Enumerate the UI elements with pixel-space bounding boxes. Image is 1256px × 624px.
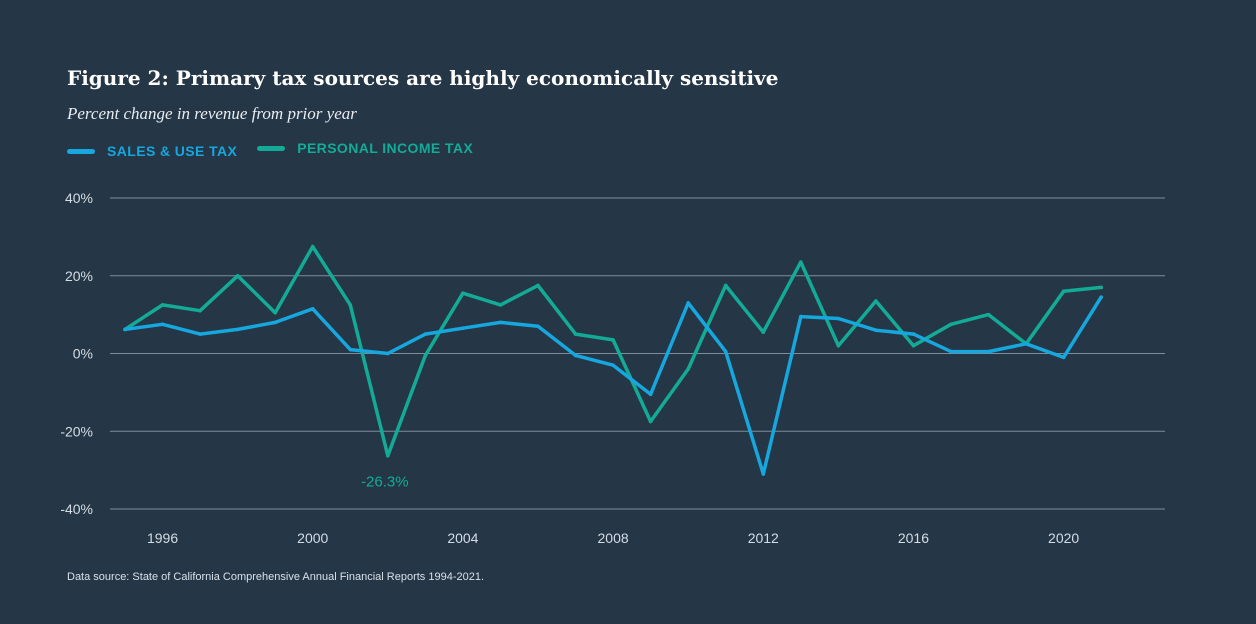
data-point [949, 322, 953, 327]
data-point [611, 363, 615, 367]
data-point [573, 332, 578, 336]
data-point [573, 353, 578, 358]
data-point [536, 283, 540, 288]
data-point [423, 353, 428, 358]
data-point [874, 299, 878, 303]
data-point [1099, 295, 1103, 299]
data-point [348, 303, 353, 307]
data-point [198, 332, 202, 336]
data-point [874, 328, 878, 332]
legend-label-sales-use-tax: SALES & USE TAX [107, 143, 238, 159]
data-point [123, 327, 127, 332]
x-tick-label: 2012 [748, 530, 779, 546]
data-point [235, 273, 240, 278]
data-point [1099, 285, 1103, 290]
data-point [160, 322, 165, 327]
data-point [761, 472, 766, 476]
data-point [648, 419, 653, 424]
chart-subtitle: Percent change in revenue from prior yea… [67, 104, 357, 123]
y-tick-label: -20% [60, 423, 93, 439]
data-point [1061, 289, 1066, 294]
legend: SALES & USE TAX PERSONAL INCOME TAX [67, 140, 493, 162]
y-axis-ticks: 40% 20% 0% -20% -40% [60, 190, 93, 517]
data-point [160, 303, 165, 307]
data-point [686, 367, 690, 371]
legend-item-personal-income-tax: PERSONAL INCOME TAX [257, 140, 473, 156]
annotation-label: -26.3% [361, 474, 409, 491]
data-point [235, 327, 240, 332]
legend-swatch-personal-income-tax [257, 145, 286, 151]
data-point [1061, 355, 1066, 360]
data-source-note: Data source: State of California Compreh… [67, 571, 485, 583]
data-point [423, 332, 428, 336]
x-tick-label: 2016 [898, 530, 929, 546]
data-point [498, 303, 503, 307]
y-tick-label: -40% [60, 501, 93, 517]
data-point [761, 330, 766, 334]
data-point [1024, 341, 1028, 346]
legend-label-personal-income-tax: PERSONAL INCOME TAX [297, 140, 474, 156]
grid-layer [110, 197, 1165, 510]
data-point [836, 343, 841, 348]
x-tick-label: 2004 [447, 530, 478, 546]
x-tick-label: 2000 [297, 530, 328, 546]
data-point [949, 349, 953, 354]
data-point [986, 312, 991, 317]
data-point [310, 244, 315, 249]
data-point [648, 392, 653, 397]
data-point [461, 326, 465, 331]
data-point [198, 308, 202, 313]
data-point [836, 316, 841, 321]
data-point [386, 453, 390, 458]
annotation-layer: -26.3% [361, 474, 409, 491]
data-point [799, 314, 803, 319]
data-point [348, 347, 353, 352]
data-point [911, 343, 916, 348]
data-point [273, 310, 277, 315]
data-point [799, 260, 803, 264]
x-tick-label: 1996 [147, 530, 178, 546]
y-tick-label: 40% [65, 190, 93, 206]
data-point [723, 349, 728, 354]
x-tick-label: 2008 [598, 530, 629, 546]
data-point [986, 349, 991, 354]
legend-swatch-sales-use-tax [67, 148, 95, 154]
series-layer [123, 244, 1103, 476]
y-tick-label: 20% [65, 268, 93, 284]
data-point [461, 291, 465, 296]
data-point [723, 283, 728, 288]
data-point [536, 324, 540, 329]
data-point [498, 320, 503, 325]
data-point [386, 351, 390, 356]
chart-title: Figure 2: Primary tax sources are highly… [67, 66, 779, 90]
y-tick-label: 0% [73, 346, 93, 362]
data-point [686, 301, 690, 305]
data-point [911, 332, 916, 336]
data-point [310, 306, 315, 311]
data-point [611, 338, 615, 342]
data-point [273, 320, 277, 325]
x-tick-label: 2020 [1048, 530, 1079, 546]
legend-item-sales-use-tax: SALES & USE TAX [67, 143, 237, 159]
x-axis-ticks: 1996 2000 2004 2008 2012 2016 2020 [147, 530, 1079, 546]
